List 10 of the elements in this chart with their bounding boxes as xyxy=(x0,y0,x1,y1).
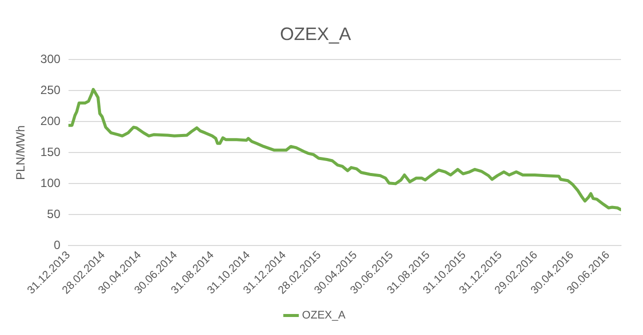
y-tick-label: 0 xyxy=(54,238,61,252)
y-tick-label: 50 xyxy=(47,207,61,222)
chart-title: OZEX_A xyxy=(280,24,352,44)
y-tick-label: 200 xyxy=(40,114,61,128)
y-tick-label: 150 xyxy=(40,144,61,159)
y-tick-label: 300 xyxy=(40,52,61,66)
y-axis-title: PLN/MWh xyxy=(14,125,28,180)
legend-label: OZEX_A xyxy=(302,310,346,322)
y-tick-label: 250 xyxy=(40,82,61,97)
y-tick-label: 100 xyxy=(40,176,61,190)
